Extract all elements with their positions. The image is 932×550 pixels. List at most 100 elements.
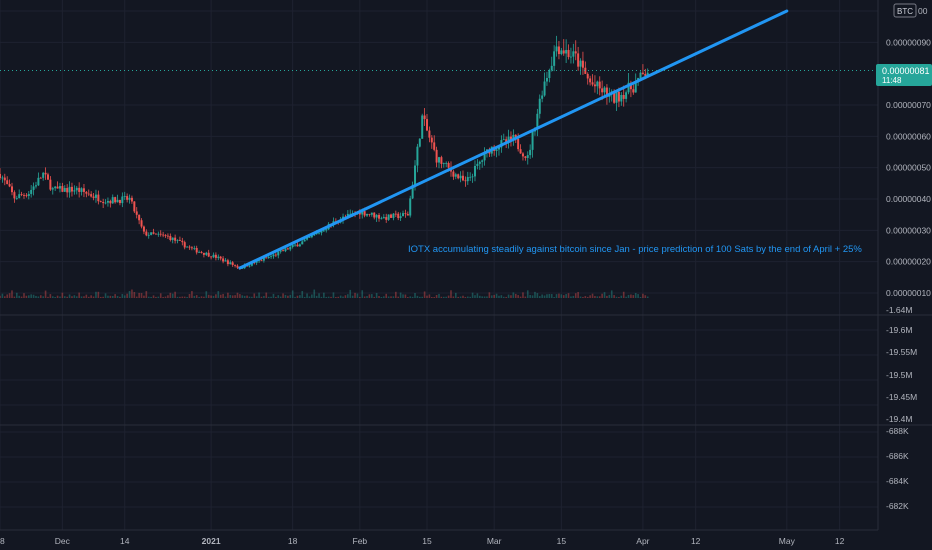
volume-bar bbox=[279, 296, 282, 298]
volume-bar bbox=[299, 295, 301, 298]
candle bbox=[421, 113, 424, 139]
candle bbox=[584, 61, 587, 75]
candle bbox=[464, 176, 467, 187]
candle-body bbox=[181, 240, 184, 243]
volume-bar bbox=[212, 295, 215, 298]
volume-bar bbox=[330, 296, 332, 298]
candle bbox=[51, 186, 54, 195]
volume-bar bbox=[193, 295, 196, 298]
oscillator-2-axis[interactable]: -688K -686K -684K -682K bbox=[886, 426, 909, 511]
candle-body bbox=[265, 257, 268, 259]
candle bbox=[430, 135, 433, 149]
candle bbox=[555, 35, 558, 57]
volume-bar bbox=[339, 295, 342, 298]
oscillator-1-axis[interactable]: -1.64M -19.6M -19.55M -19.5M -19.45M -19.4M bbox=[886, 305, 917, 424]
volume-bar bbox=[625, 296, 627, 298]
candle bbox=[615, 91, 618, 111]
candle bbox=[394, 210, 397, 217]
volume-bar bbox=[44, 290, 47, 298]
candle-body bbox=[325, 229, 328, 231]
candle bbox=[512, 129, 515, 146]
volume-bar bbox=[95, 291, 97, 298]
volume-bar bbox=[49, 294, 52, 298]
candle-body bbox=[150, 232, 153, 235]
volume-bar bbox=[119, 296, 121, 298]
candle-body bbox=[104, 202, 107, 204]
candle bbox=[373, 212, 376, 220]
candle bbox=[526, 151, 529, 165]
time-axis[interactable]: 18 Dec 14 2021 18 Feb 15 Mar 15 Apr 12 May 12 bbox=[0, 536, 845, 546]
price-axis[interactable]: 00 0.00000090 0.00000070 0.00000060 0.000000… bbox=[886, 6, 931, 298]
candle-body bbox=[30, 189, 33, 194]
candle-body bbox=[44, 172, 47, 175]
volume-bar bbox=[423, 291, 426, 298]
volume-bar bbox=[531, 295, 534, 298]
volume-bar bbox=[349, 289, 352, 298]
volume-bar bbox=[351, 295, 354, 298]
candle bbox=[13, 190, 16, 203]
volume-bar bbox=[514, 293, 517, 298]
volume-bar bbox=[13, 296, 16, 298]
volume-bar bbox=[558, 293, 560, 298]
candle bbox=[171, 237, 174, 244]
volume-bar bbox=[344, 295, 347, 298]
candle bbox=[58, 182, 61, 193]
candle bbox=[3, 173, 6, 186]
volume-bar bbox=[155, 296, 157, 298]
volume-bar bbox=[54, 296, 56, 298]
candle bbox=[54, 185, 57, 191]
volume-bar bbox=[399, 292, 402, 298]
trendline[interactable] bbox=[238, 9, 789, 270]
candle-body bbox=[154, 233, 157, 235]
candle-body bbox=[234, 265, 237, 266]
volume-bar bbox=[75, 296, 78, 298]
candle bbox=[593, 75, 596, 93]
volume-bar bbox=[471, 292, 474, 298]
volume-bar bbox=[366, 296, 368, 298]
candle-body bbox=[270, 256, 273, 258]
volume-bar bbox=[188, 294, 191, 298]
candle-body bbox=[54, 186, 57, 189]
volume-bar bbox=[512, 292, 515, 298]
candle bbox=[409, 195, 412, 218]
trend-annotation[interactable]: IOTX accumulating steadily against bitco… bbox=[408, 244, 862, 255]
candle-body bbox=[565, 49, 568, 54]
candle bbox=[188, 245, 191, 250]
volume-bar bbox=[56, 295, 59, 298]
candle bbox=[94, 189, 97, 203]
volume-bar bbox=[478, 295, 481, 298]
candle bbox=[632, 83, 635, 95]
volume-bar bbox=[395, 291, 397, 298]
volume-bar bbox=[37, 296, 40, 298]
candle bbox=[20, 191, 23, 197]
candle-body bbox=[406, 213, 409, 216]
time-tick-label: 18 bbox=[0, 536, 5, 546]
candle bbox=[154, 233, 157, 235]
candle bbox=[366, 213, 369, 217]
candle-body bbox=[531, 131, 534, 150]
time-tick-label: 2021 bbox=[202, 536, 221, 546]
candle bbox=[27, 191, 30, 200]
candle bbox=[375, 214, 378, 222]
candle bbox=[226, 258, 229, 267]
candle-body bbox=[260, 260, 263, 262]
volume-bar bbox=[354, 292, 356, 298]
candle bbox=[80, 187, 83, 196]
volume-bar bbox=[543, 295, 546, 298]
candle-body bbox=[111, 197, 114, 204]
candle bbox=[61, 182, 64, 193]
candle-body bbox=[641, 72, 644, 74]
volume-bar bbox=[584, 296, 587, 298]
candle-body bbox=[18, 194, 21, 199]
candle bbox=[205, 251, 208, 257]
candle-body bbox=[183, 242, 186, 248]
volume-bar bbox=[121, 294, 124, 298]
volume-bar bbox=[284, 294, 287, 298]
candle-body bbox=[615, 91, 618, 103]
volume-bar bbox=[291, 290, 294, 298]
candle-body bbox=[75, 187, 78, 191]
candle bbox=[452, 169, 455, 180]
volume-bar bbox=[68, 294, 71, 298]
